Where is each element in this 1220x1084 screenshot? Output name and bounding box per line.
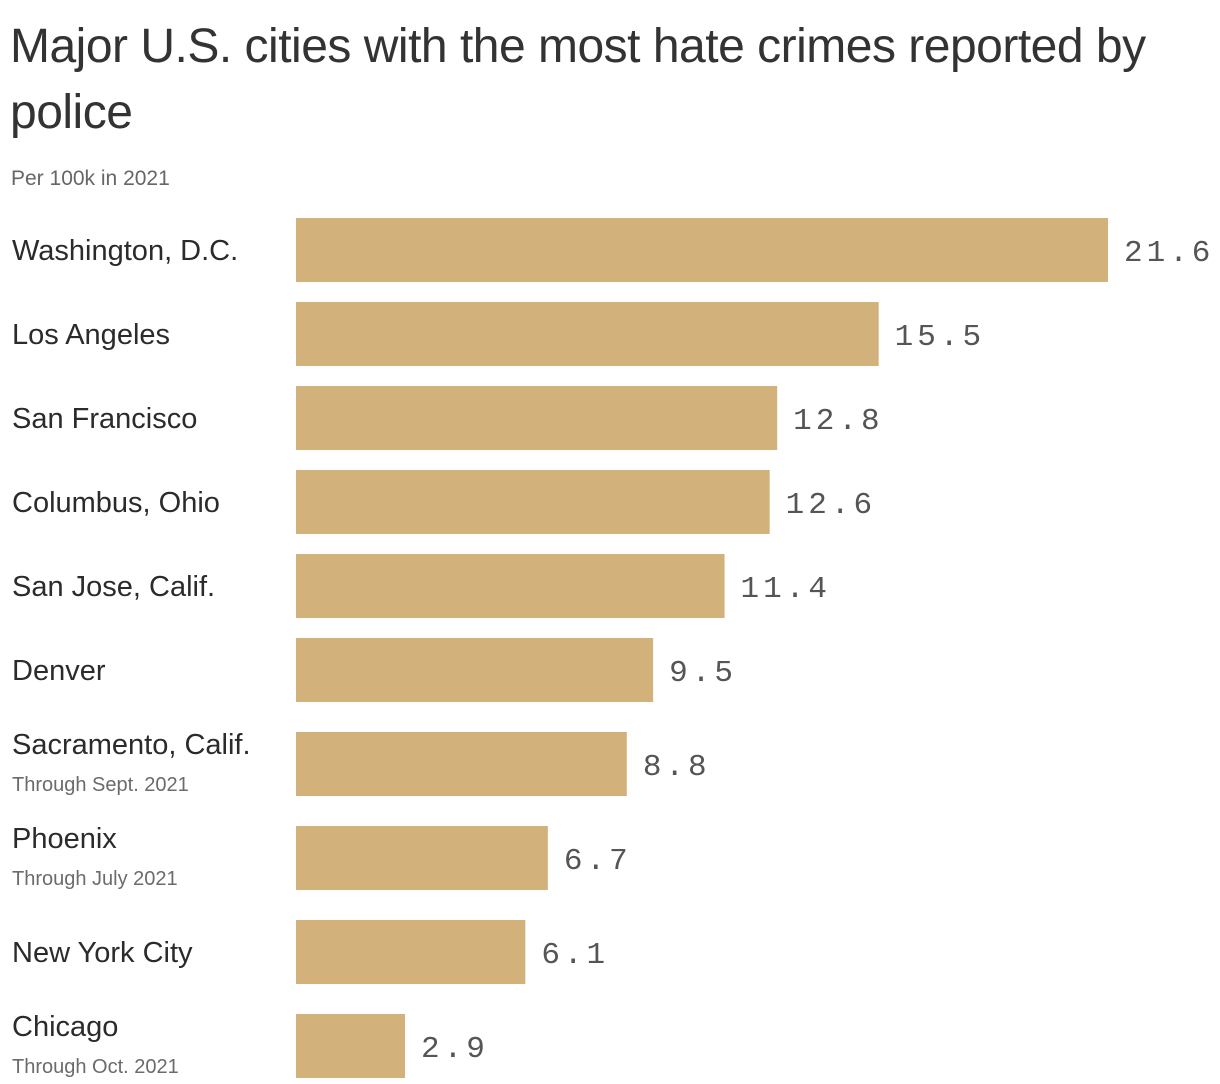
bar-row: New York City 6.1 (12, 920, 609, 984)
bar (296, 826, 548, 890)
value-label: 12.6 (786, 488, 876, 523)
bar-row: Phoenix Through July 2021 6.7 (12, 823, 632, 890)
category-label: Washington, D.C. (12, 235, 238, 267)
bar-row: San Francisco 12.8 (12, 386, 883, 450)
category-label: San Jose, Calif. (12, 571, 215, 603)
value-label: 21.6 (1124, 236, 1214, 271)
category-label: Denver (12, 655, 106, 687)
bar (296, 920, 526, 984)
value-label: 2.9 (421, 1032, 489, 1067)
bar (296, 1014, 406, 1078)
value-label: 9.5 (669, 656, 737, 691)
bar (296, 470, 770, 534)
chart-title: Major U.S. cities with the most hate cri… (10, 20, 1146, 139)
category-note: Through July 2021 (12, 868, 178, 890)
bar-row: San Jose, Calif. 11.4 (12, 554, 831, 618)
bar-row: Denver 9.5 (12, 638, 737, 702)
category-label: New York City (12, 937, 193, 969)
bar-row: Sacramento, Calif. Through Sept. 2021 8.8 (12, 729, 711, 796)
value-label: 12.8 (793, 404, 883, 439)
bar-row: Chicago Through Oct. 2021 2.9 (12, 1011, 489, 1078)
bar (296, 554, 725, 618)
value-label: 8.8 (643, 750, 711, 785)
category-label: Los Angeles (12, 319, 170, 351)
category-label: Phoenix (12, 823, 117, 855)
value-label: 6.1 (541, 938, 609, 973)
category-label: Columbus, Ohio (12, 487, 220, 519)
category-label: Sacramento, Calif. (12, 729, 251, 761)
bar (296, 638, 654, 702)
value-label: 11.4 (741, 572, 831, 607)
bar-row: Columbus, Ohio 12.6 (12, 470, 876, 534)
category-label: Chicago (12, 1011, 118, 1043)
bar-row: Los Angeles 15.5 (12, 302, 985, 366)
category-note: Through Oct. 2021 (12, 1056, 179, 1078)
bar (296, 302, 879, 366)
bar-row: Washington, D.C. 21.6 (12, 218, 1214, 282)
bar (296, 386, 778, 450)
value-label: 15.5 (895, 320, 985, 355)
chart-subtitle: Per 100k in 2021 (11, 167, 170, 190)
bar (296, 732, 627, 796)
value-label: 6.7 (564, 844, 632, 879)
category-label: San Francisco (12, 403, 197, 435)
category-note: Through Sept. 2021 (12, 774, 189, 796)
bar (296, 218, 1108, 282)
